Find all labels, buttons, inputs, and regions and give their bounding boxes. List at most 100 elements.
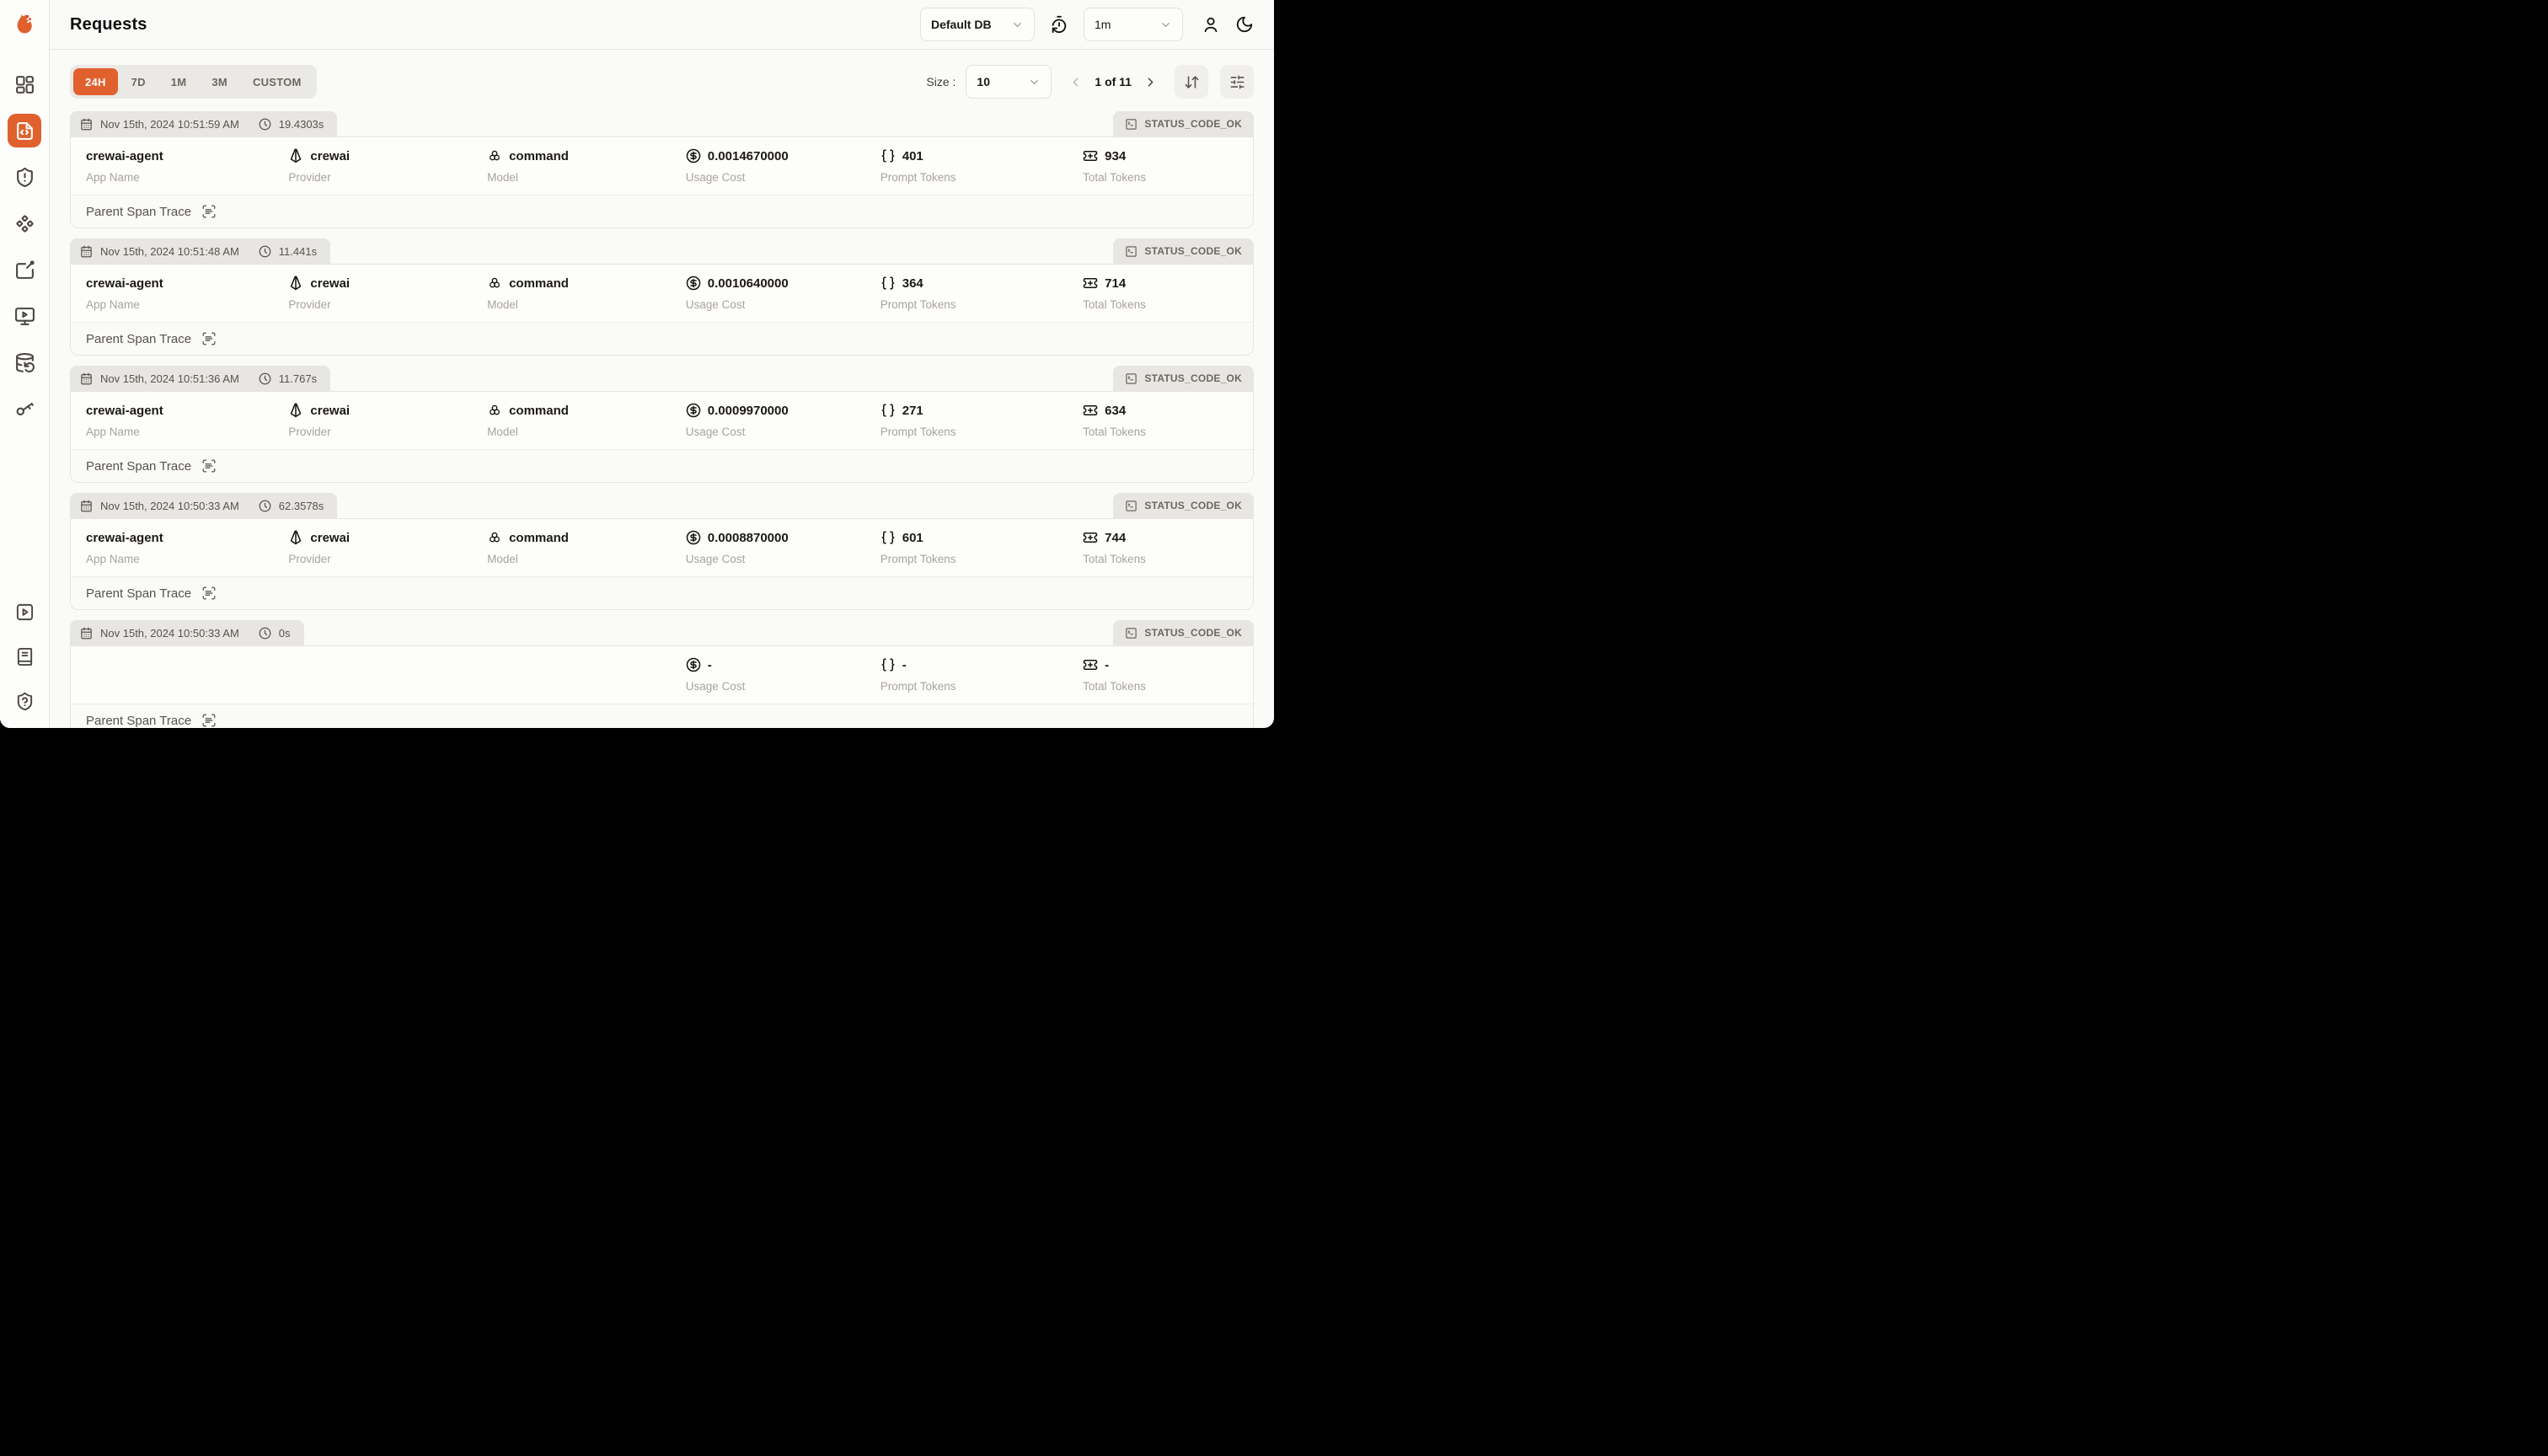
model-label: Model (487, 426, 518, 438)
request-card-body: crewai-agent App Name crewai Provider co… (70, 518, 1254, 610)
shield-question-icon (17, 692, 32, 710)
sidebar-item-evaluations[interactable] (8, 206, 41, 240)
sidebar-item-dashboard[interactable] (8, 67, 41, 101)
sidebar-item-api-keys[interactable] (8, 392, 41, 426)
sidebar-item-prompt-hub[interactable] (8, 253, 41, 286)
request-card[interactable]: Nov 15th, 2024 10:50:33 AM 0s STATUS_COD… (70, 620, 1254, 728)
clock-icon (259, 627, 271, 639)
request-fields: crewai-agent App Name crewai Provider co… (71, 392, 1253, 449)
request-card-top: Nov 15th, 2024 10:50:33 AM 0s STATUS_COD… (70, 620, 1254, 645)
provider-label: Provider (288, 171, 331, 184)
model-value: command (509, 403, 569, 418)
time-range-tab-24h[interactable]: 24H (73, 68, 118, 95)
pyramid-provider-icon (291, 530, 302, 545)
pyramid-provider-icon (291, 148, 302, 163)
field-total-tokens: 744 Total Tokens (1083, 529, 1238, 568)
total-tokens-label: Total Tokens (1083, 553, 1146, 565)
filter-button[interactable] (1220, 65, 1254, 99)
parent-span-trace-label: Parent Span Trace (86, 204, 192, 219)
refresh-interval-value: 1m (1095, 18, 1111, 31)
calendar-icon (81, 118, 92, 130)
terminal-square-icon (1126, 118, 1138, 130)
refresh-interval-selector[interactable]: 1m (1084, 8, 1183, 41)
parent-span-trace-row[interactable]: Parent Span Trace (71, 449, 1253, 482)
page-size-label: Size : (926, 75, 956, 88)
request-card[interactable]: Nov 15th, 2024 10:50:33 AM 62.3578s STAT… (70, 493, 1254, 610)
requests-icon (16, 121, 33, 140)
request-duration: 0s (278, 626, 291, 640)
app-name-value: crewai-agent (86, 276, 163, 291)
openlit-logo[interactable] (10, 10, 39, 39)
status-text: STATUS_CODE_OK (1144, 118, 1242, 130)
prompt-tokens-value: 601 (902, 530, 923, 545)
total-tokens-label: Total Tokens (1083, 298, 1146, 311)
sidebar-item-documentation[interactable] (9, 641, 40, 672)
model-label: Model (487, 298, 518, 311)
request-fields: crewai-agent App Name crewai Provider co… (71, 137, 1253, 195)
request-timestamp: Nov 15th, 2024 10:51:36 AM (100, 372, 239, 385)
time-range-tab-1m[interactable]: 1M (159, 68, 199, 95)
time-range-tabs: 24H 7D 1M 3M CUSTOM (70, 65, 317, 99)
status-badge: STATUS_CODE_OK (1113, 111, 1254, 136)
usage-cost-label: Usage Cost (685, 553, 746, 565)
field-prompt-tokens: 364 Prompt Tokens (881, 275, 1083, 313)
parent-span-trace-row[interactable]: Parent Span Trace (71, 195, 1253, 228)
calendar-icon (81, 245, 92, 257)
time-range-tab-7d[interactable]: 7D (120, 68, 158, 95)
field-total-tokens: 634 Total Tokens (1083, 402, 1238, 441)
model-knot-icon (490, 404, 500, 415)
timestamp-chip: Nov 15th, 2024 10:51:48 AM 11.441s (70, 238, 331, 264)
provider-value: crewai (310, 530, 351, 545)
toolbar-right: Size : 10 1 of 11 (926, 65, 1254, 99)
sidebar-item-requests[interactable] (8, 114, 41, 147)
request-card[interactable]: Nov 15th, 2024 10:51:59 AM 19.4303s STAT… (70, 111, 1254, 228)
request-card-top: Nov 15th, 2024 10:51:36 AM 11.767s STATU… (70, 366, 1254, 391)
field-model: command Model (487, 275, 686, 313)
prompt-tokens-value: 364 (902, 276, 923, 291)
next-page-button[interactable] (1143, 75, 1158, 89)
circle-dollar-icon (686, 148, 701, 163)
refresh-timer-button[interactable] (1050, 15, 1068, 34)
parent-span-trace-row[interactable]: Parent Span Trace (71, 322, 1253, 355)
request-timestamp: Nov 15th, 2024 10:51:48 AM (100, 244, 239, 258)
usage-cost-label: Usage Cost (685, 171, 746, 184)
timestamp-chip: Nov 15th, 2024 10:50:33 AM 0s (70, 620, 304, 645)
sidebar-item-database-config[interactable] (8, 345, 41, 379)
field-total-tokens: - Total Tokens (1083, 656, 1238, 695)
dark-mode-toggle[interactable] (1235, 15, 1254, 34)
request-card[interactable]: Nov 15th, 2024 10:51:48 AM 11.441s STATU… (70, 238, 1254, 356)
model-knot-icon (490, 532, 500, 543)
request-fields: crewai-agent App Name crewai Provider co… (71, 519, 1253, 576)
provider-label: Provider (288, 553, 331, 565)
sort-button[interactable] (1175, 65, 1208, 99)
pagination-status: 1 of 11 (1095, 75, 1132, 88)
parent-span-trace-row[interactable]: Parent Span Trace (71, 704, 1253, 728)
time-range-tab-3m[interactable]: 3M (200, 68, 239, 95)
field-model: command Model (487, 529, 686, 568)
braces-icon (881, 276, 895, 290)
field-app-name: crewai-agent App Name (86, 275, 288, 313)
field-usage-cost: 0.0010640000 Usage Cost (686, 275, 881, 313)
request-card-top: Nov 15th, 2024 10:51:48 AM 11.441s STATU… (70, 238, 1254, 264)
request-duration: 11.767s (278, 372, 318, 385)
prompt-tokens-value: 271 (902, 403, 923, 418)
sidebar-item-support[interactable] (9, 686, 40, 716)
sidebar-item-getting-started[interactable] (9, 597, 40, 627)
provider-label: Provider (288, 426, 331, 438)
sidebar-item-exceptions[interactable] (8, 160, 41, 194)
page-size-selector[interactable]: 10 (966, 65, 1052, 99)
time-range-tab-custom[interactable]: CUSTOM (241, 68, 313, 95)
calendar-icon (81, 372, 92, 384)
field-model: command Model (487, 402, 686, 441)
request-card[interactable]: Nov 15th, 2024 10:51:36 AM 11.767s STATU… (70, 366, 1254, 483)
database-selector[interactable]: Default DB (920, 8, 1035, 41)
sidebar-bottom-nav (9, 597, 40, 716)
previous-page-button[interactable] (1068, 75, 1083, 89)
usage-cost-value: 0.0014670000 (707, 148, 789, 163)
sidebar-item-playground[interactable] (8, 299, 41, 333)
field-app-name: crewai-agent App Name (86, 147, 288, 186)
user-profile-button[interactable] (1202, 15, 1220, 34)
parent-span-trace-row[interactable]: Parent Span Trace (71, 576, 1253, 609)
total-tokens-label: Total Tokens (1083, 171, 1146, 184)
database-backup-icon (15, 352, 35, 372)
